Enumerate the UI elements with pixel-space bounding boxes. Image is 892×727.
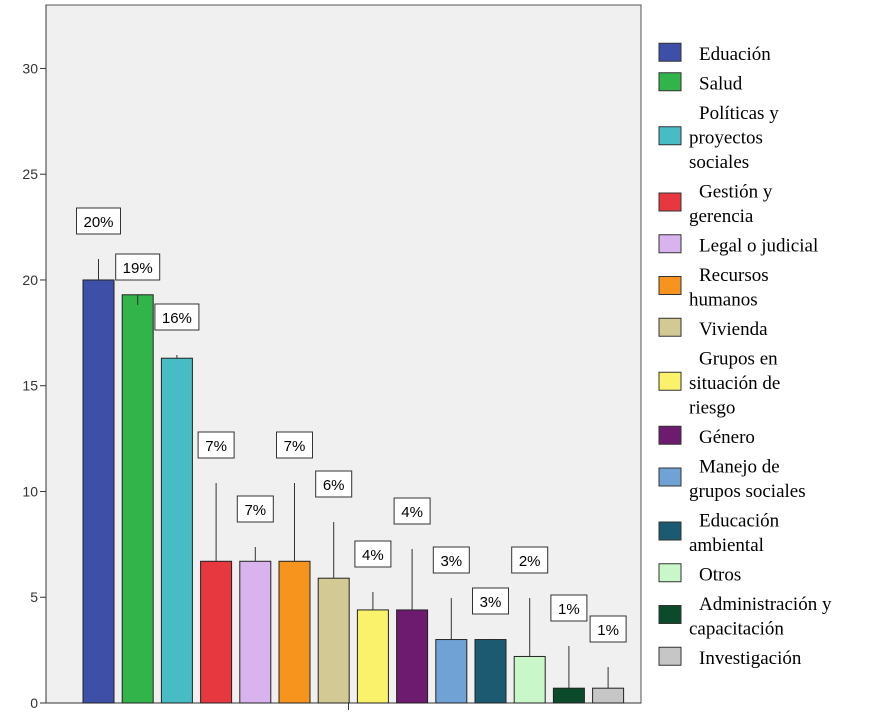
legend-label: Políticas y	[699, 103, 779, 124]
bar-8	[356, 609, 389, 704]
legend-label: Manejo de	[699, 457, 780, 478]
legend-swatch-1	[658, 42, 682, 62]
data-label: 7%	[284, 438, 306, 455]
legend-swatch-10	[658, 467, 682, 487]
legend-swatch-14	[658, 646, 682, 666]
legend-swatch-2	[658, 72, 682, 92]
data-label-box	[472, 587, 509, 615]
legend-label: grupos sociales	[689, 481, 806, 502]
data-label: 19%	[123, 260, 153, 277]
legend-swatch-13	[658, 605, 682, 624]
data-label-box	[511, 546, 549, 574]
legend-swatch-12	[658, 563, 682, 583]
legend-label: Grupos en	[699, 349, 778, 370]
legend-swatch-6	[658, 276, 682, 295]
legend-label: Gestión y	[699, 182, 773, 203]
data-label: 3%	[480, 594, 502, 611]
legend-label: Salud	[699, 74, 743, 95]
legend-label: capacitación	[689, 619, 784, 640]
bar-4	[200, 560, 233, 704]
y-tick-label: 30	[22, 60, 38, 76]
data-label: 4%	[362, 547, 384, 564]
data-label-box	[276, 431, 313, 459]
legend-label: ambiental	[689, 535, 764, 556]
data-label-box	[154, 303, 200, 331]
data-label-box	[115, 253, 161, 281]
legend-label: Vivienda	[699, 319, 768, 340]
bar-3	[160, 357, 193, 704]
legend-swatch-8	[658, 371, 682, 391]
y-axis: 0 5 10 15 20 25 30	[22, 60, 349, 711]
data-label-box	[550, 594, 588, 622]
legend-label: Administración y	[699, 594, 832, 615]
bar-11	[474, 639, 507, 704]
bar-9	[396, 609, 429, 704]
legend-label: gerencia	[689, 206, 754, 227]
bar-12	[513, 655, 546, 704]
data-label: 4%	[401, 504, 423, 521]
legend-label: Legal o judicial	[699, 236, 818, 257]
data-label: 7%	[205, 438, 227, 455]
data-label-box	[76, 207, 121, 235]
legend-swatch-4	[658, 192, 682, 212]
data-label-box	[315, 470, 353, 498]
legend-label: humanos	[689, 290, 758, 311]
data-label: 1%	[558, 601, 580, 618]
legend-swatch-5	[658, 234, 682, 254]
legend-label: proyectos	[689, 128, 763, 149]
y-tick-label: 15	[22, 378, 38, 394]
bar-10	[435, 639, 468, 704]
data-label: 1%	[597, 622, 619, 639]
legend-swatch-3	[658, 126, 682, 146]
legend-label: Educación	[699, 511, 780, 532]
legend-label: situación de	[689, 373, 780, 394]
legend-label: Recursos	[699, 265, 769, 286]
legend: Eduación Salud Políticas y proyectos sociale…	[658, 42, 832, 669]
bar-1	[82, 279, 115, 704]
legend-label: sociales	[689, 152, 749, 173]
y-tick-label: 25	[22, 166, 38, 182]
bar-14	[592, 687, 625, 704]
data-label-box	[197, 431, 235, 459]
data-label-box	[354, 540, 392, 568]
data-label-box	[589, 615, 627, 643]
y-tick-label: 20	[22, 272, 38, 288]
data-label: 20%	[83, 214, 113, 231]
data-label-box	[432, 546, 470, 574]
bar-5	[239, 560, 272, 704]
data-label: 3%	[440, 553, 462, 570]
data-label: 16%	[162, 310, 192, 327]
data-label: 2%	[519, 553, 541, 570]
data-label: 6%	[323, 477, 345, 494]
y-tick-label: 10	[22, 483, 38, 499]
y-tick-label: 5	[30, 589, 38, 605]
bar-7	[317, 577, 350, 704]
data-label: 7%	[244, 502, 266, 519]
bar-13	[552, 687, 585, 704]
legend-label: Investigación	[699, 648, 802, 669]
legend-label: Género	[699, 427, 755, 448]
data-label-box	[236, 495, 274, 523]
bar-6	[278, 560, 311, 704]
bar-2	[121, 294, 154, 704]
data-labels: 20% 19% 16% 7% 7% 7% 6% 4% 4% 3% 3% 2% 1% 1%	[76, 207, 627, 689]
legend-swatch-7	[658, 317, 682, 337]
legend-swatch-9	[658, 425, 682, 445]
legend-label: riesgo	[689, 398, 735, 419]
bars	[82, 279, 625, 704]
legend-swatch-11	[658, 521, 682, 541]
y-tick-label: 0	[30, 695, 38, 711]
legend-label: Eduación	[699, 44, 771, 65]
data-label-box	[393, 497, 431, 525]
legend-label: Otros	[699, 565, 741, 586]
